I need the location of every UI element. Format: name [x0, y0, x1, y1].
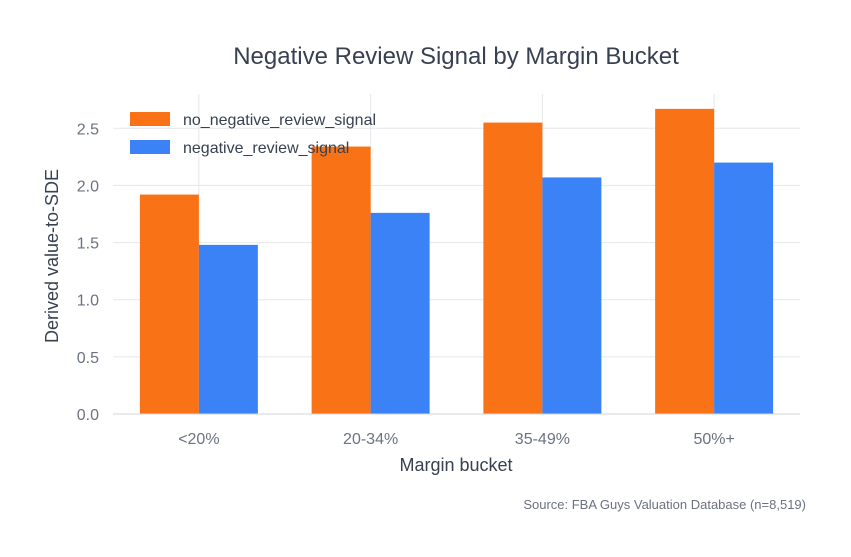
y-tick-label: 1.0: [77, 293, 99, 310]
x-tick-label: 20-34%: [343, 431, 398, 448]
y-tick-label: 2.5: [77, 121, 99, 138]
x-tick-label: <20%: [178, 431, 219, 448]
legend-label-negative-review-signal: negative_review_signal: [183, 140, 349, 157]
source-note: Source: FBA Guys Valuation Database (n=8…: [523, 497, 806, 512]
y-tick-label: 0.5: [77, 350, 99, 367]
chart-title: Negative Review Signal by Margin Bucket: [233, 43, 679, 70]
bar-negative-review-signal-3: [714, 162, 774, 414]
legend: no_negative_review_signal negative_revie…: [130, 112, 376, 157]
y-tick-labels: 0.0 0.5 1.0 1.5 2.0 2.5: [77, 121, 99, 424]
x-tick-label: 35-49%: [515, 431, 570, 448]
bar-no-negative-review-signal-0: [139, 194, 199, 414]
bar-no-negative-review-signal-3: [655, 108, 715, 414]
x-tick-labels: <20% 20-34% 35-49% 50%+: [178, 431, 735, 448]
legend-label-no-negative-review-signal: no_negative_review_signal: [183, 112, 376, 129]
legend-swatch-no-negative-review-signal: [130, 112, 170, 126]
bars: [139, 108, 774, 415]
legend-swatch-negative-review-signal: [130, 140, 170, 154]
y-tick-label: 0.0: [77, 407, 99, 424]
y-axis-label: Derived value-to-SDE: [42, 169, 62, 343]
bar-negative-review-signal-0: [198, 244, 258, 414]
bar-no-negative-review-signal-2: [483, 122, 543, 415]
x-tick-label: 50%+: [693, 431, 734, 448]
bar-negative-review-signal-1: [370, 212, 430, 414]
bar-negative-review-signal-2: [542, 177, 602, 414]
x-axis-label: Margin bucket: [399, 455, 512, 475]
y-tick-label: 2.0: [77, 178, 99, 195]
y-tick-label: 1.5: [77, 236, 99, 253]
bar-no-negative-review-signal-1: [311, 146, 371, 415]
